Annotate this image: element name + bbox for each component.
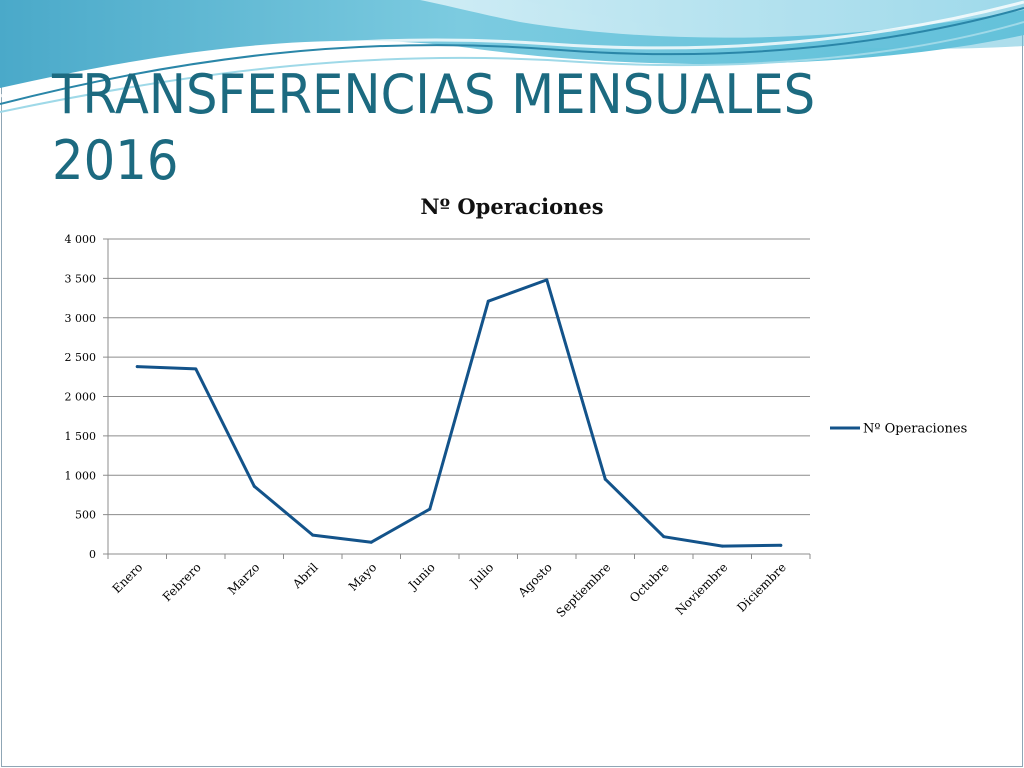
axes — [103, 238, 811, 559]
legend-label: Nº Operaciones — [863, 422, 967, 437]
x-tick-label: Marzo — [225, 560, 262, 597]
y-tick-label: 2 000 — [65, 391, 97, 404]
x-tick-label: Agosto — [515, 560, 555, 600]
legend: Nº Operaciones — [830, 422, 967, 437]
data-point — [545, 278, 549, 282]
gridlines — [108, 238, 810, 516]
wave-line-lower — [0, 21, 1024, 113]
x-tick-label: Febrero — [160, 560, 204, 604]
series-line — [135, 278, 783, 548]
wave-band-pale — [420, 0, 1024, 38]
data-point — [662, 535, 666, 539]
data-point — [428, 507, 432, 511]
data-point — [311, 533, 315, 537]
wave-line-upper — [0, 7, 1024, 105]
x-tick-label: Septiembre — [553, 560, 613, 620]
series-lines — [135, 278, 783, 548]
x-tick-label: Octubre — [627, 560, 672, 605]
x-tick-label: Diciembre — [734, 560, 788, 614]
chart-title: Nº Operaciones — [420, 194, 603, 219]
y-tick-label: 0 — [89, 548, 96, 561]
data-point — [369, 540, 373, 544]
data-point — [252, 484, 256, 488]
data-point — [194, 367, 198, 371]
wave-header-decoration — [0, 0, 1024, 113]
y-tick-labels: 0 500 1 000 1 500 2 000 2 500 3 000 3 500 4 000 — [65, 233, 97, 561]
y-tick-label: 3 000 — [65, 312, 97, 325]
x-tick-labels: Enero Febrero Marzo Abril Mayo Junio Julio Agos… — [110, 560, 789, 620]
data-point — [779, 543, 783, 547]
x-tick-label: Noviembre — [673, 560, 731, 618]
x-tick-label: Junio — [404, 560, 437, 593]
slide-title-line-1: TRANSFERENCIAS MENSUALES — [52, 63, 816, 126]
data-point — [720, 544, 724, 548]
x-tick-label: Abril — [289, 560, 321, 592]
x-tick-label: Mayo — [346, 560, 380, 594]
y-tick-label: 1 500 — [65, 430, 97, 443]
y-tick-label: 500 — [75, 509, 96, 522]
slide-title: TRANSFERENCIAS MENSUALES 2016 — [52, 62, 843, 194]
data-point — [135, 365, 139, 369]
wave-line-white — [0, 0, 1024, 98]
y-tick-label: 3 500 — [65, 272, 97, 285]
x-tick-label: Enero — [110, 560, 146, 596]
data-point — [486, 299, 490, 303]
data-point — [603, 477, 607, 481]
x-tick-label: Julio — [466, 560, 497, 591]
y-tick-label: 4 000 — [65, 233, 97, 246]
slide-title-line-2: 2016 — [52, 129, 179, 192]
y-tick-label: 2 500 — [65, 351, 97, 364]
y-tick-label: 1 000 — [65, 469, 97, 482]
